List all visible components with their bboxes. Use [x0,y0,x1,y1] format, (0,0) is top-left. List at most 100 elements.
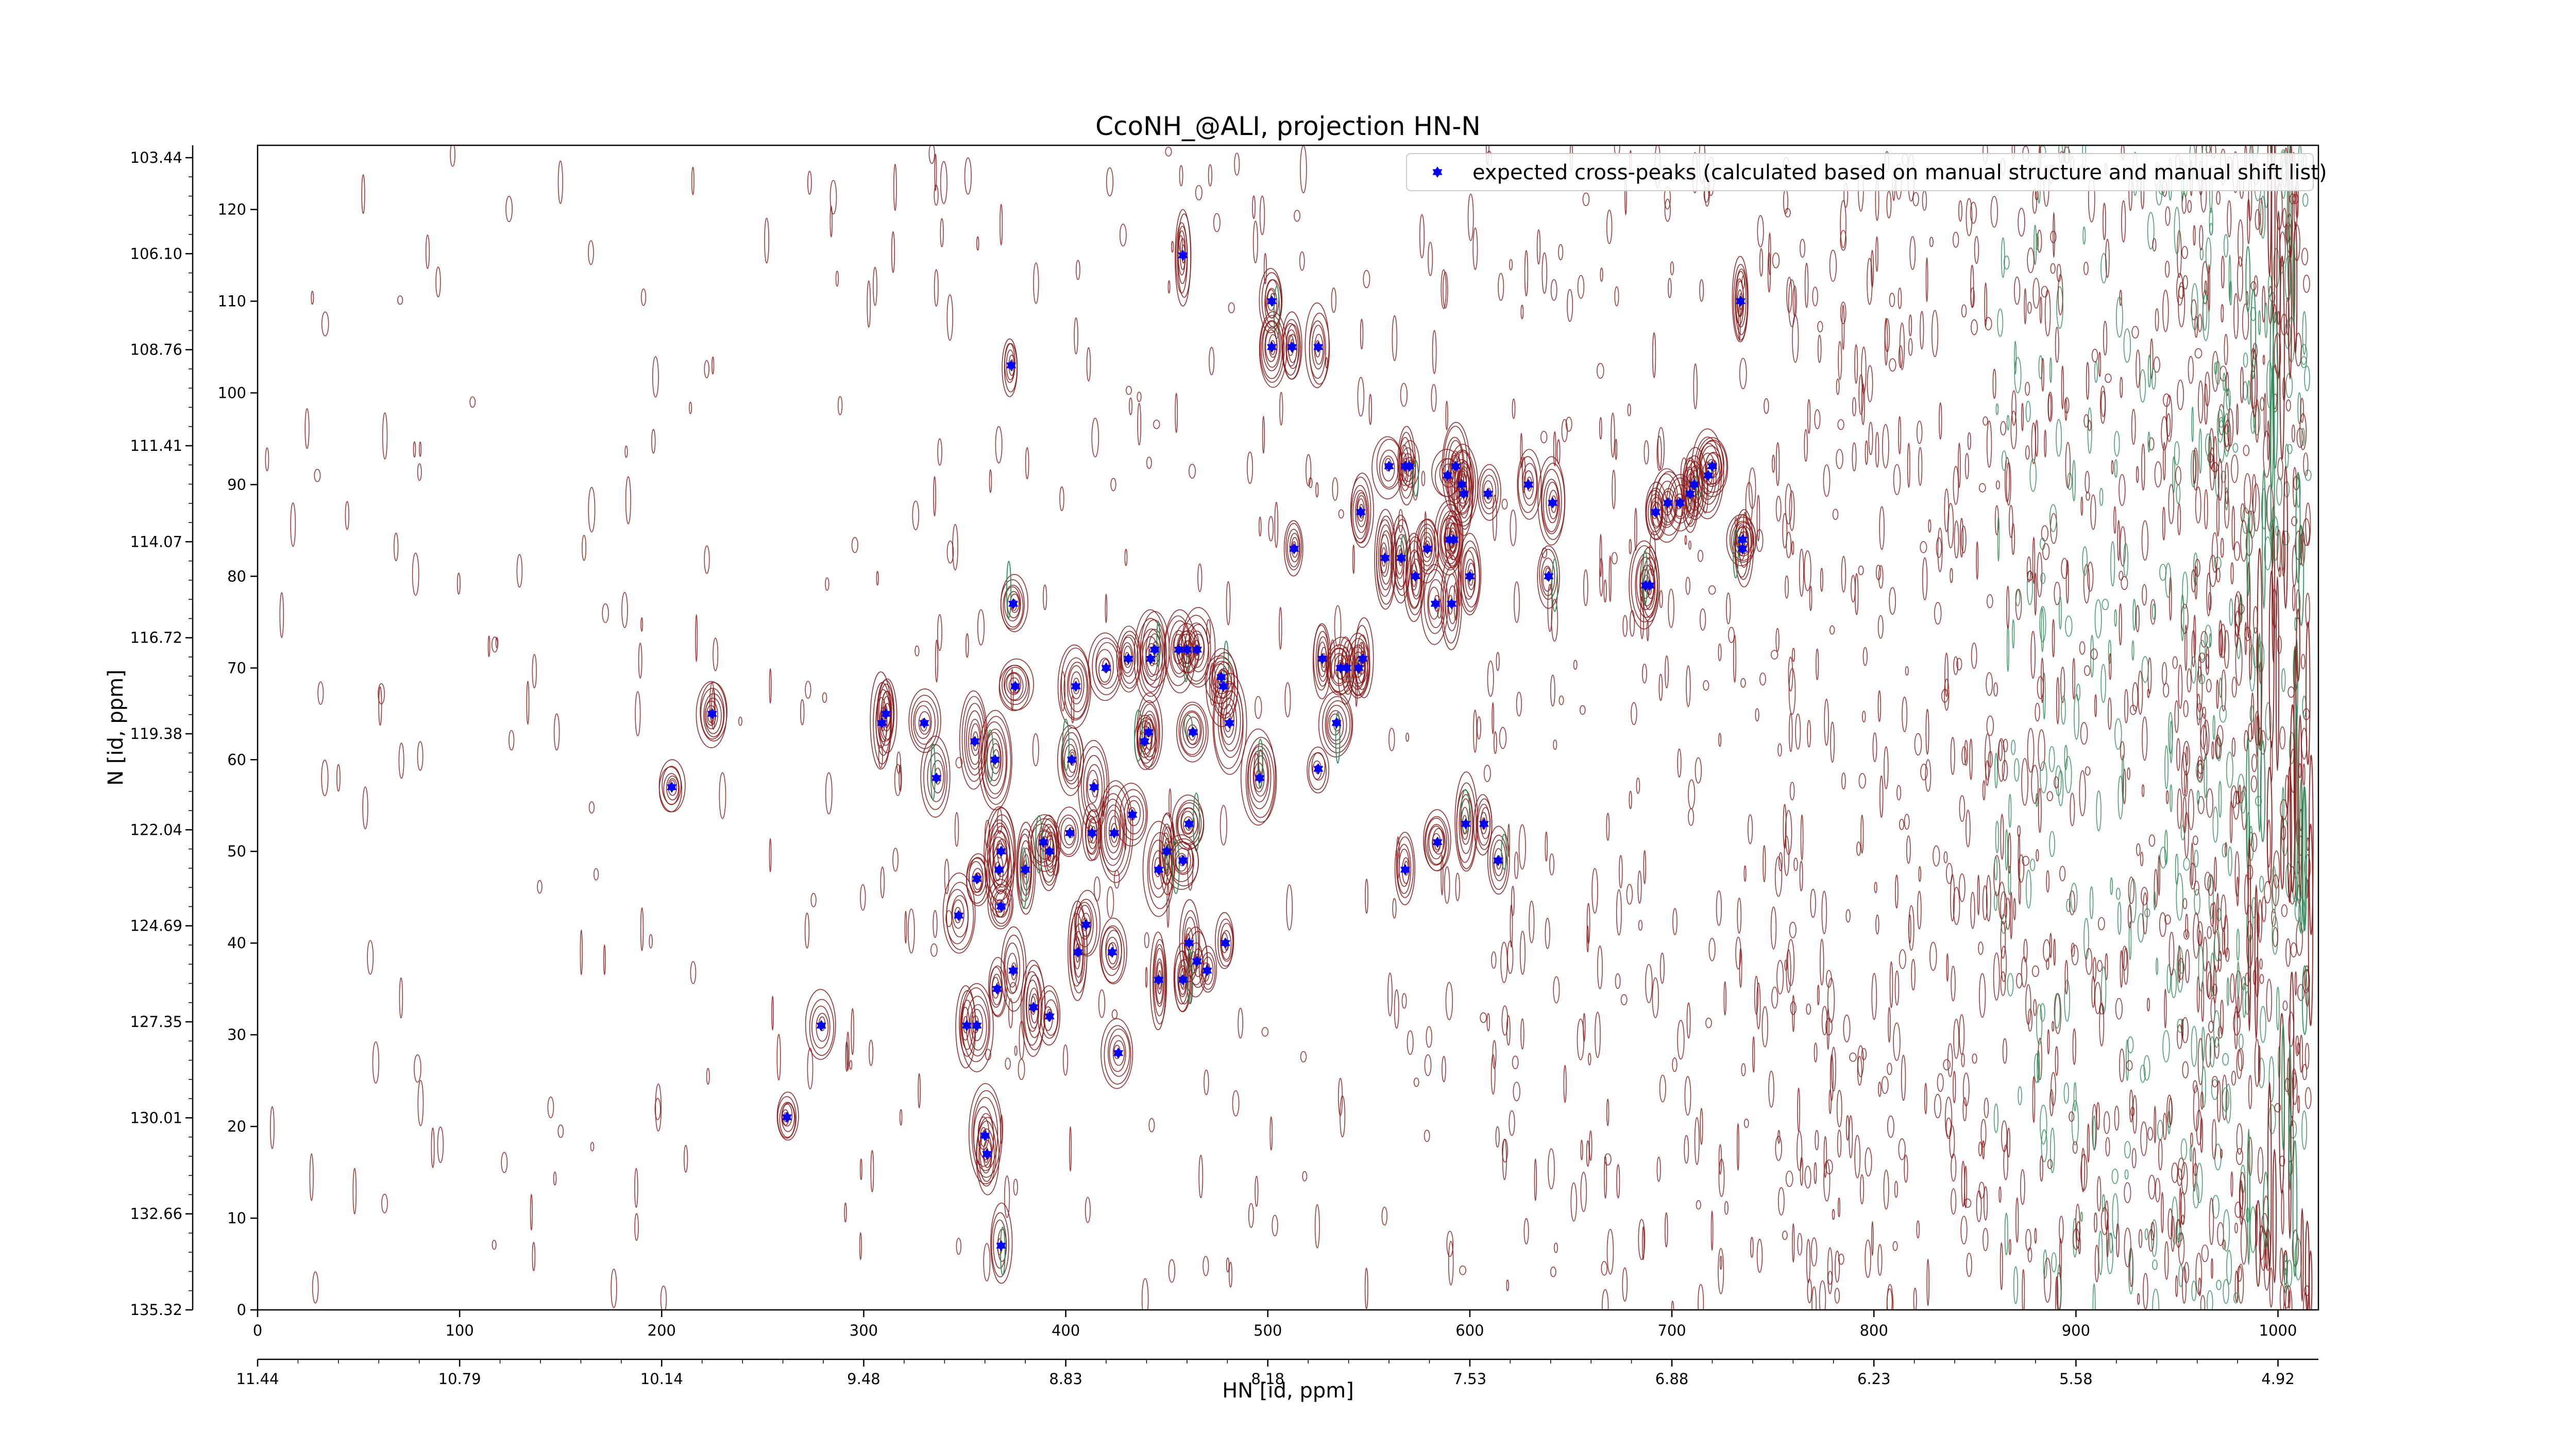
peak-contour-ring [966,710,984,770]
peak-contour-ring [971,1090,1002,1178]
noise-contour [2216,1279,2222,1290]
y-ppm-tick-label: 127.35 [130,1013,182,1031]
peak-contour-ring [1136,717,1156,764]
noise-contour [2213,435,2217,479]
noise-contour [896,751,901,774]
noise-contour [2224,914,2229,958]
noise-contour [1778,852,1783,871]
noise-contour [1529,900,1535,943]
peak-contour-ring [991,1212,1009,1277]
edge-contour [2262,469,2266,609]
noise-contour [2208,1020,2214,1033]
noise-contour [2212,715,2215,740]
noise-contour [2092,1115,2096,1151]
noise-contour [1443,272,1448,309]
noise-contour [2234,1270,2239,1303]
noise-contour [2192,1147,2196,1192]
noise-contour [2034,572,2037,616]
noise-contour [2131,1148,2137,1169]
noise-contour [2054,776,2059,789]
noise-contour [1995,480,2000,490]
noise-contour [1797,1087,1800,1132]
noise-contour [1990,196,1998,228]
peak-contour-ring [875,689,891,756]
noise-contour [2224,491,2230,529]
noise-contour [1814,409,1821,429]
noise-contour [1945,1117,1952,1137]
noise-contour [1213,213,1221,232]
noise-contour [2165,563,2172,598]
peak-contour-group [920,735,951,818]
noise-contour [547,1097,554,1119]
noise-contour [2027,1008,2032,1032]
noise-contour [1913,1287,1917,1310]
noise-contour [2046,958,2049,970]
noise-contour [2010,891,2013,939]
noise-contour [1885,318,1890,352]
cross-peak-marker [1073,947,1083,958]
noise-contour [2036,1004,2043,1045]
peak-contour-group [1078,740,1110,832]
noise-contour [2302,311,2307,355]
cross-peak-marker [1707,460,1718,472]
peak-contour-ring [1489,834,1508,890]
noise-contour [2014,758,2020,782]
noise-contour [1770,906,1777,950]
noise-contour [2132,682,2139,712]
noise-contour [2006,585,2010,629]
cross-peak-marker [1113,1047,1124,1059]
peak-contour-ring [870,671,892,770]
peak-contour-ring [1217,670,1229,699]
noise-contour [1636,777,1640,794]
noise-contour [2259,974,2264,984]
noise-contour [1804,550,1811,592]
noise-contour [2087,407,2092,454]
noise-contour [2266,979,2272,1022]
peak-contour-ring [1003,934,1024,1003]
noise-contour [835,271,839,287]
noise-contour [1961,746,1967,765]
noise-contour [2181,1266,2187,1304]
noise-contour [2176,484,2181,504]
cross-peak-marker [1465,570,1475,582]
noise-contour [2290,1116,2294,1162]
x-ppm-tick-label: 6.88 [1655,1370,1689,1388]
peak-contour-ring [1690,428,1724,519]
peak-contour-ring [1016,829,1035,909]
noise-contour [2113,506,2116,534]
noise-contour [935,639,939,683]
noise-contour [1783,804,1787,849]
noise-contour [2187,668,2192,693]
x-ppm-tick-label: 4.92 [2261,1370,2295,1388]
noise-contour [2209,208,2213,236]
noise-contour [1918,866,1922,882]
noise-contour [290,502,296,547]
noise-contour [2206,679,2212,693]
noise-contour [2055,1046,2059,1076]
noise-contour [2115,296,2123,338]
noise-contour [2124,1227,2131,1268]
noise-contour [2035,702,2040,722]
noise-contour [2231,454,2239,483]
peak-contour-ring [1183,917,1197,967]
noise-contour [2024,288,2027,325]
noise-contour [2200,724,2208,762]
peak-contour-ring [1219,922,1233,962]
noise-contour [2221,256,2225,289]
cross-peak-marker [782,1111,792,1123]
noise-contour [2175,466,2181,485]
noise-contour [381,1193,388,1214]
noise-contour [2031,422,2036,464]
cross-peak-marker [996,846,1006,857]
noise-contour [1810,1237,1818,1267]
noise-contour [2264,302,2268,339]
negative-contour [930,743,936,801]
noise-contour [1658,673,1663,701]
noise-contour [509,730,515,751]
noise-contour [1775,496,1782,522]
noise-contour [2227,846,2232,877]
cross-peak-marker [667,781,677,793]
noise-contour [2182,1061,2189,1079]
noise-contour [1514,851,1519,879]
noise-contour [393,532,399,561]
